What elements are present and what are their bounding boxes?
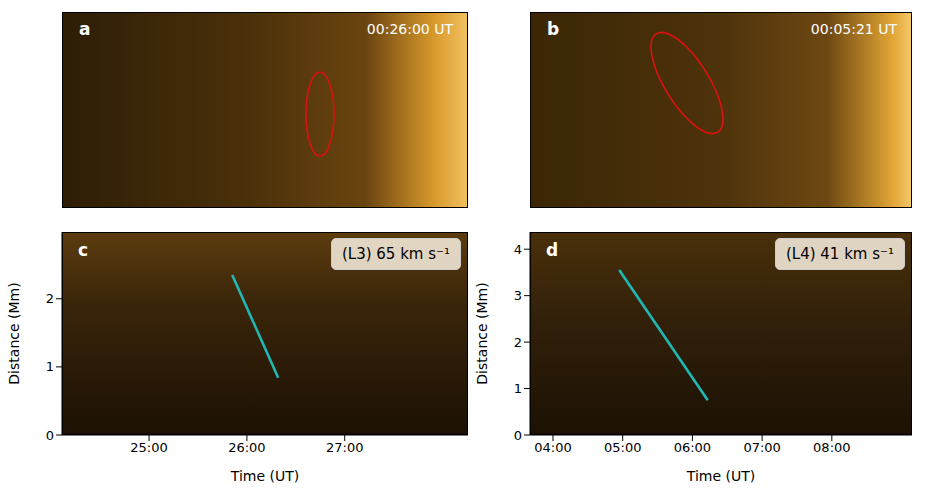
svg-text:2: 2 [514, 335, 522, 350]
svg-text:0: 0 [514, 428, 522, 443]
svg-text:2: 2 [46, 291, 54, 306]
svg-text:06:00: 06:00 [674, 440, 711, 455]
html-text:b: b [547, 19, 560, 39]
svg-text:08:00: 08:00 [813, 440, 850, 455]
svg-text:Time (UT): Time (UT) [230, 468, 299, 484]
html-text:d: d [546, 240, 559, 260]
svg-text:Time (UT): Time (UT) [686, 468, 755, 484]
svg-text:07:00: 07:00 [743, 440, 780, 455]
svg-text:27:00: 27:00 [326, 440, 363, 455]
svg-text:1: 1 [46, 359, 54, 374]
svg-text:3: 3 [514, 288, 522, 303]
svg-text:04:00: 04:00 [534, 440, 571, 455]
svg-text:Distance (Mm): Distance (Mm) [6, 282, 22, 384]
svg-text:26:00: 26:00 [228, 440, 265, 455]
svg-text:25:00: 25:00 [130, 440, 167, 455]
html-text:a: a [79, 19, 91, 39]
html-text:00:26:00 UT: 00:26:00 UT [366, 21, 453, 37]
svg-text:4: 4 [514, 242, 522, 257]
html-text:(L3) 65 km s⁻¹: (L3) 65 km s⁻¹ [342, 245, 450, 263]
svg-text:0: 0 [46, 428, 54, 443]
html-text:c: c [78, 240, 89, 260]
svg-text:1: 1 [514, 381, 522, 396]
html-text:(L4) 41 km s⁻¹: (L4) 41 km s⁻¹ [786, 245, 894, 263]
html-text:00:05:21 UT: 00:05:21 UT [810, 21, 897, 37]
svg-text:Distance (Mm): Distance (Mm) [475, 282, 490, 384]
svg-text:05:00: 05:00 [604, 440, 641, 455]
